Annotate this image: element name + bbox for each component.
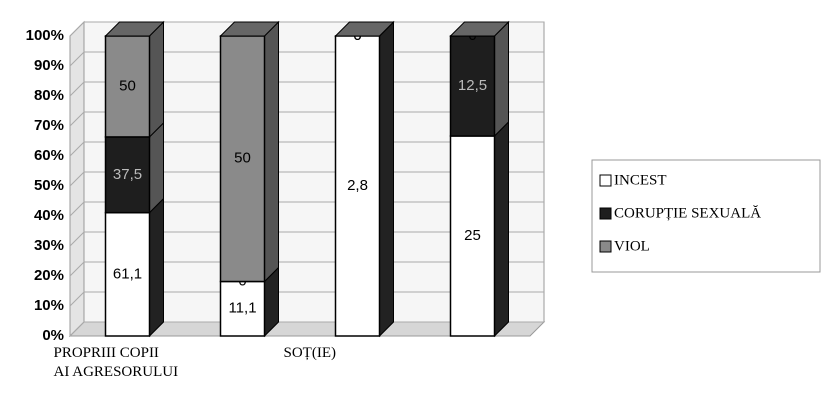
value-label: 25 (464, 227, 481, 244)
legend-label: VIOL (614, 238, 650, 254)
bar-side (149, 121, 164, 214)
bar-side (494, 20, 509, 138)
y-tick-label: 100% (26, 27, 64, 44)
bar-segment (449, 135, 496, 337)
y-tick-label: 50% (34, 177, 64, 194)
x-tick-label: SOȚ(IE) (283, 345, 337, 361)
bar-top (449, 21, 510, 37)
y-tick-label: 30% (34, 237, 64, 254)
y-tick-label: 70% (34, 117, 64, 134)
bar-side (494, 120, 509, 338)
value-label: 50 (119, 77, 136, 94)
legend-label: INCEST (614, 172, 667, 188)
legend-swatch (599, 207, 612, 220)
bar-segment (449, 35, 496, 137)
bar-side (149, 197, 164, 338)
value-label: 11,1 (228, 300, 256, 317)
legend-label: CORUPȚIE SEXUALĂ (614, 204, 761, 221)
bar-segment (104, 35, 151, 138)
bar-top (104, 21, 165, 37)
bar-side (149, 20, 164, 139)
y-tick-label: 0% (42, 327, 64, 344)
bar-segment (334, 35, 381, 337)
bar-segment (219, 280, 266, 337)
y-tick-label: 40% (34, 207, 64, 224)
value-label: 12,5 (458, 77, 487, 94)
bar-side (379, 20, 394, 338)
value-label: 61,1 (113, 265, 142, 282)
y-tick-label: 20% (34, 267, 64, 284)
bar-top (219, 21, 280, 37)
value-label: 50 (234, 150, 251, 167)
legend: INCEST CORUPȚIE SEXUALĂ VIOL (591, 159, 821, 273)
legend-swatch (599, 240, 612, 253)
value-label: 2,8 (347, 177, 368, 194)
bar-side (264, 20, 279, 283)
y-tick-label: 60% (34, 147, 64, 164)
y-tick-label: 80% (34, 87, 64, 104)
legend-box (591, 159, 821, 273)
bar-segment (219, 35, 266, 283)
bar-top (334, 21, 395, 37)
y-tick-label: 90% (34, 57, 64, 74)
y-tick-label: 10% (34, 297, 64, 314)
value-label: 37,5 (113, 166, 142, 183)
x-tick-label: PROPRIII COPII AI AGRESORULUI (53, 345, 179, 380)
legend-swatch (599, 174, 612, 187)
